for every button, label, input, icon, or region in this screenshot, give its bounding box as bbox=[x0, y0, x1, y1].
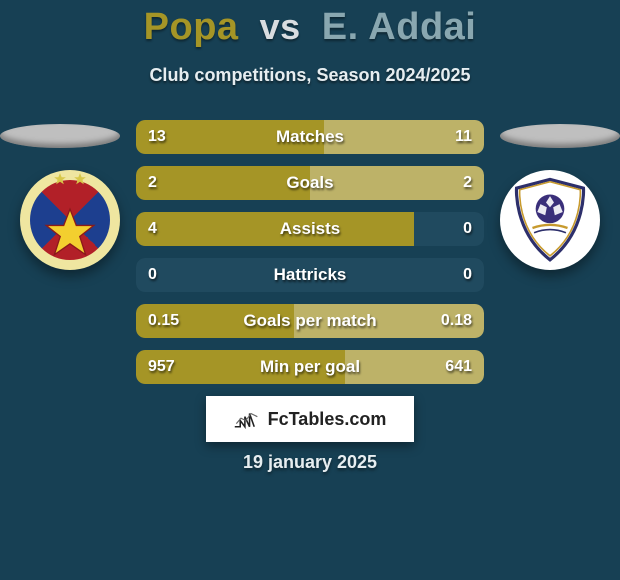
stat-fill-left bbox=[136, 166, 310, 200]
club-logo-right bbox=[500, 170, 600, 270]
stat-value-right: 2 bbox=[463, 174, 472, 192]
stat-fill-left bbox=[136, 212, 414, 246]
stat-value-left: 957 bbox=[148, 358, 175, 376]
stat-value-right: 0 bbox=[463, 266, 472, 284]
stat-label: Goals per match bbox=[243, 311, 376, 331]
stat-value-left: 13 bbox=[148, 128, 166, 146]
stat-value-left: 4 bbox=[148, 220, 157, 238]
stat-value-right: 0.18 bbox=[441, 312, 472, 330]
stat-label: Assists bbox=[280, 219, 340, 239]
stat-row: 0 0 Hattricks bbox=[136, 258, 484, 292]
stat-row: 4 0 Assists bbox=[136, 212, 484, 246]
platform-right bbox=[500, 124, 620, 148]
stat-value-right: 0 bbox=[463, 220, 472, 238]
subtitle: Club competitions, Season 2024/2025 bbox=[0, 65, 620, 86]
footer-brand-chart-icon bbox=[234, 409, 262, 429]
stat-value-left: 0 bbox=[148, 266, 157, 284]
stat-label: Hattricks bbox=[274, 265, 347, 285]
stat-row: 0.15 0.18 Goals per match bbox=[136, 304, 484, 338]
platform-left bbox=[0, 124, 120, 148]
crest-left-top-stars-icon bbox=[53, 172, 87, 186]
stat-label: Matches bbox=[276, 127, 344, 147]
footer-brand-text: FcTables.com bbox=[268, 409, 387, 430]
title-player1: Popa bbox=[144, 6, 239, 48]
stat-row: 2 2 Goals bbox=[136, 166, 484, 200]
stat-fill-right bbox=[310, 166, 484, 200]
stat-value-right: 11 bbox=[455, 128, 472, 146]
title-vs: vs bbox=[260, 6, 301, 47]
stats-container: 13 11 Matches 2 2 Goals 4 0 Assists 0 0 Hattricks 0.… bbox=[136, 120, 484, 396]
stat-label: Min per goal bbox=[260, 357, 360, 377]
crest-right-shield-icon bbox=[509, 177, 591, 263]
stat-row: 13 11 Matches bbox=[136, 120, 484, 154]
stat-row: 957 641 Min per goal bbox=[136, 350, 484, 384]
club-logo-left bbox=[20, 170, 120, 270]
page-title: Popa vs E. Addai bbox=[0, 0, 620, 49]
stat-value-left: 2 bbox=[148, 174, 157, 192]
title-player2: E. Addai bbox=[322, 6, 477, 48]
footer-date: 19 january 2025 bbox=[243, 452, 377, 473]
stat-value-right: 641 bbox=[445, 358, 472, 376]
stat-value-left: 0.15 bbox=[148, 312, 179, 330]
stat-label: Goals bbox=[286, 173, 333, 193]
footer-brand: FcTables.com bbox=[206, 396, 414, 442]
